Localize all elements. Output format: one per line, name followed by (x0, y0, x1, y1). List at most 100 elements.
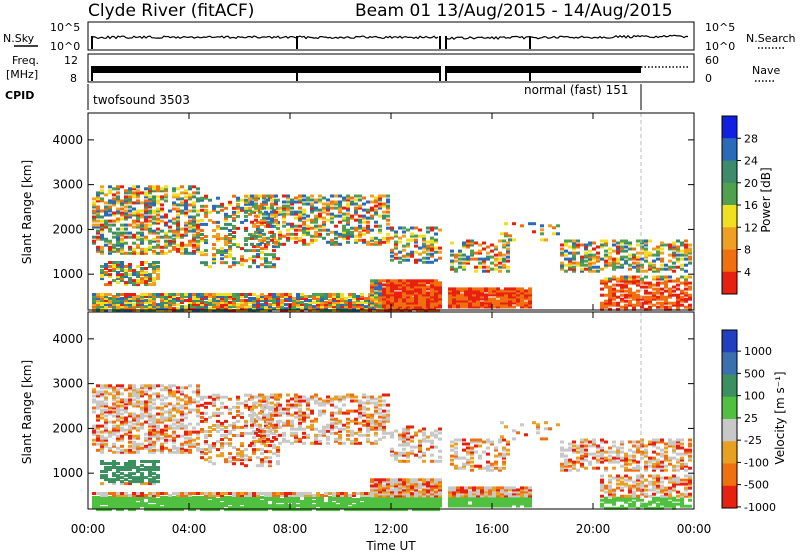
power-cell (452, 291, 456, 295)
power-cell (430, 305, 434, 309)
velocity-cell (340, 494, 344, 497)
velocity-cell (264, 504, 268, 508)
power-cell (470, 249, 474, 253)
power-cell (652, 291, 656, 295)
velocity-cell (180, 424, 184, 428)
power-cell (140, 201, 144, 205)
velocity-cell (112, 420, 116, 424)
power-cell (204, 305, 208, 309)
power-cell (128, 209, 132, 213)
velocity-cell (270, 419, 274, 423)
velocity-cell (314, 401, 318, 405)
power-cell (264, 309, 268, 313)
power-cell (128, 223, 132, 227)
power-cell (378, 214, 382, 218)
power-cell (600, 245, 604, 249)
power-cell (426, 252, 430, 256)
velocity-cell (140, 424, 144, 428)
power-cell (572, 247, 576, 251)
velocity-cell (196, 404, 200, 408)
power-cell (252, 303, 256, 307)
power-cell (100, 189, 104, 193)
velocity-cell (192, 438, 196, 442)
velocity-cell (272, 494, 276, 497)
velocity-cell (292, 504, 296, 508)
velocity-cell (232, 446, 236, 450)
power-cell (180, 295, 184, 298)
velocity-cell (172, 444, 176, 448)
power-cell (370, 206, 374, 210)
power-cell (494, 267, 498, 271)
power-cell (414, 297, 418, 301)
power-cell (434, 299, 438, 303)
power-cell (472, 301, 476, 305)
velocity-cell (262, 415, 266, 419)
power-cell (422, 287, 426, 291)
power-cell (608, 301, 612, 305)
velocity-cell (290, 421, 294, 425)
power-cell (498, 239, 502, 243)
power-cell (228, 255, 232, 259)
power-cell (232, 216, 236, 220)
velocity-cell (116, 494, 120, 497)
power-cell (212, 303, 216, 307)
velocity-cell (236, 405, 240, 409)
power-cell (148, 299, 152, 302)
velocity-cell (108, 384, 112, 388)
velocity-cell (144, 446, 148, 450)
velocity-cell (136, 494, 140, 497)
velocity-cell (354, 439, 358, 443)
power-cell (192, 237, 196, 241)
power-cell (478, 261, 482, 265)
power-cell (394, 240, 398, 244)
nsky-trace (91, 34, 689, 49)
power-cell (116, 219, 120, 223)
velocity-cell (350, 409, 354, 413)
velocity-cell (264, 421, 268, 425)
power-cell (132, 241, 136, 245)
velocity-cell (124, 500, 128, 503)
velocity-cell (116, 450, 120, 454)
power-cell (352, 305, 356, 309)
power-cell (560, 267, 564, 271)
velocity-cell (140, 402, 144, 406)
power-cell (244, 237, 248, 240)
power-cell (266, 212, 270, 216)
power-cell (100, 237, 104, 241)
power-cell (160, 219, 164, 223)
power-cell (136, 211, 140, 215)
power-cell (286, 222, 290, 226)
power-cell (612, 259, 616, 263)
power-cell (124, 195, 128, 199)
power-cell (276, 198, 280, 202)
power-cell (136, 251, 140, 255)
power-cell (224, 237, 228, 240)
power-cell (520, 305, 524, 309)
velocity-cell (164, 418, 168, 422)
velocity-cell (156, 432, 160, 436)
power-cell (200, 253, 204, 257)
power-cell (132, 193, 136, 197)
velocity-cell (200, 430, 204, 433)
velocity-cell (216, 448, 220, 452)
power-cell (264, 261, 268, 265)
power-cell (136, 195, 140, 199)
power-cell (338, 242, 342, 246)
power-cell (254, 218, 258, 222)
velocity-cell (168, 386, 172, 390)
power-cell (330, 220, 334, 224)
velocity-cell (100, 400, 104, 404)
power-cell (426, 226, 430, 230)
velocity-cell (292, 494, 296, 497)
power-cell (402, 279, 406, 283)
velocity-cell (274, 403, 278, 407)
power-cell (196, 199, 200, 203)
power-cell (468, 293, 472, 297)
power-cell (264, 257, 268, 261)
power-cell (200, 299, 204, 302)
velocity-cell (208, 502, 212, 506)
power-cell (500, 305, 504, 309)
velocity-cell (228, 442, 232, 446)
velocity-cell (318, 441, 322, 445)
power-cell (200, 218, 204, 222)
